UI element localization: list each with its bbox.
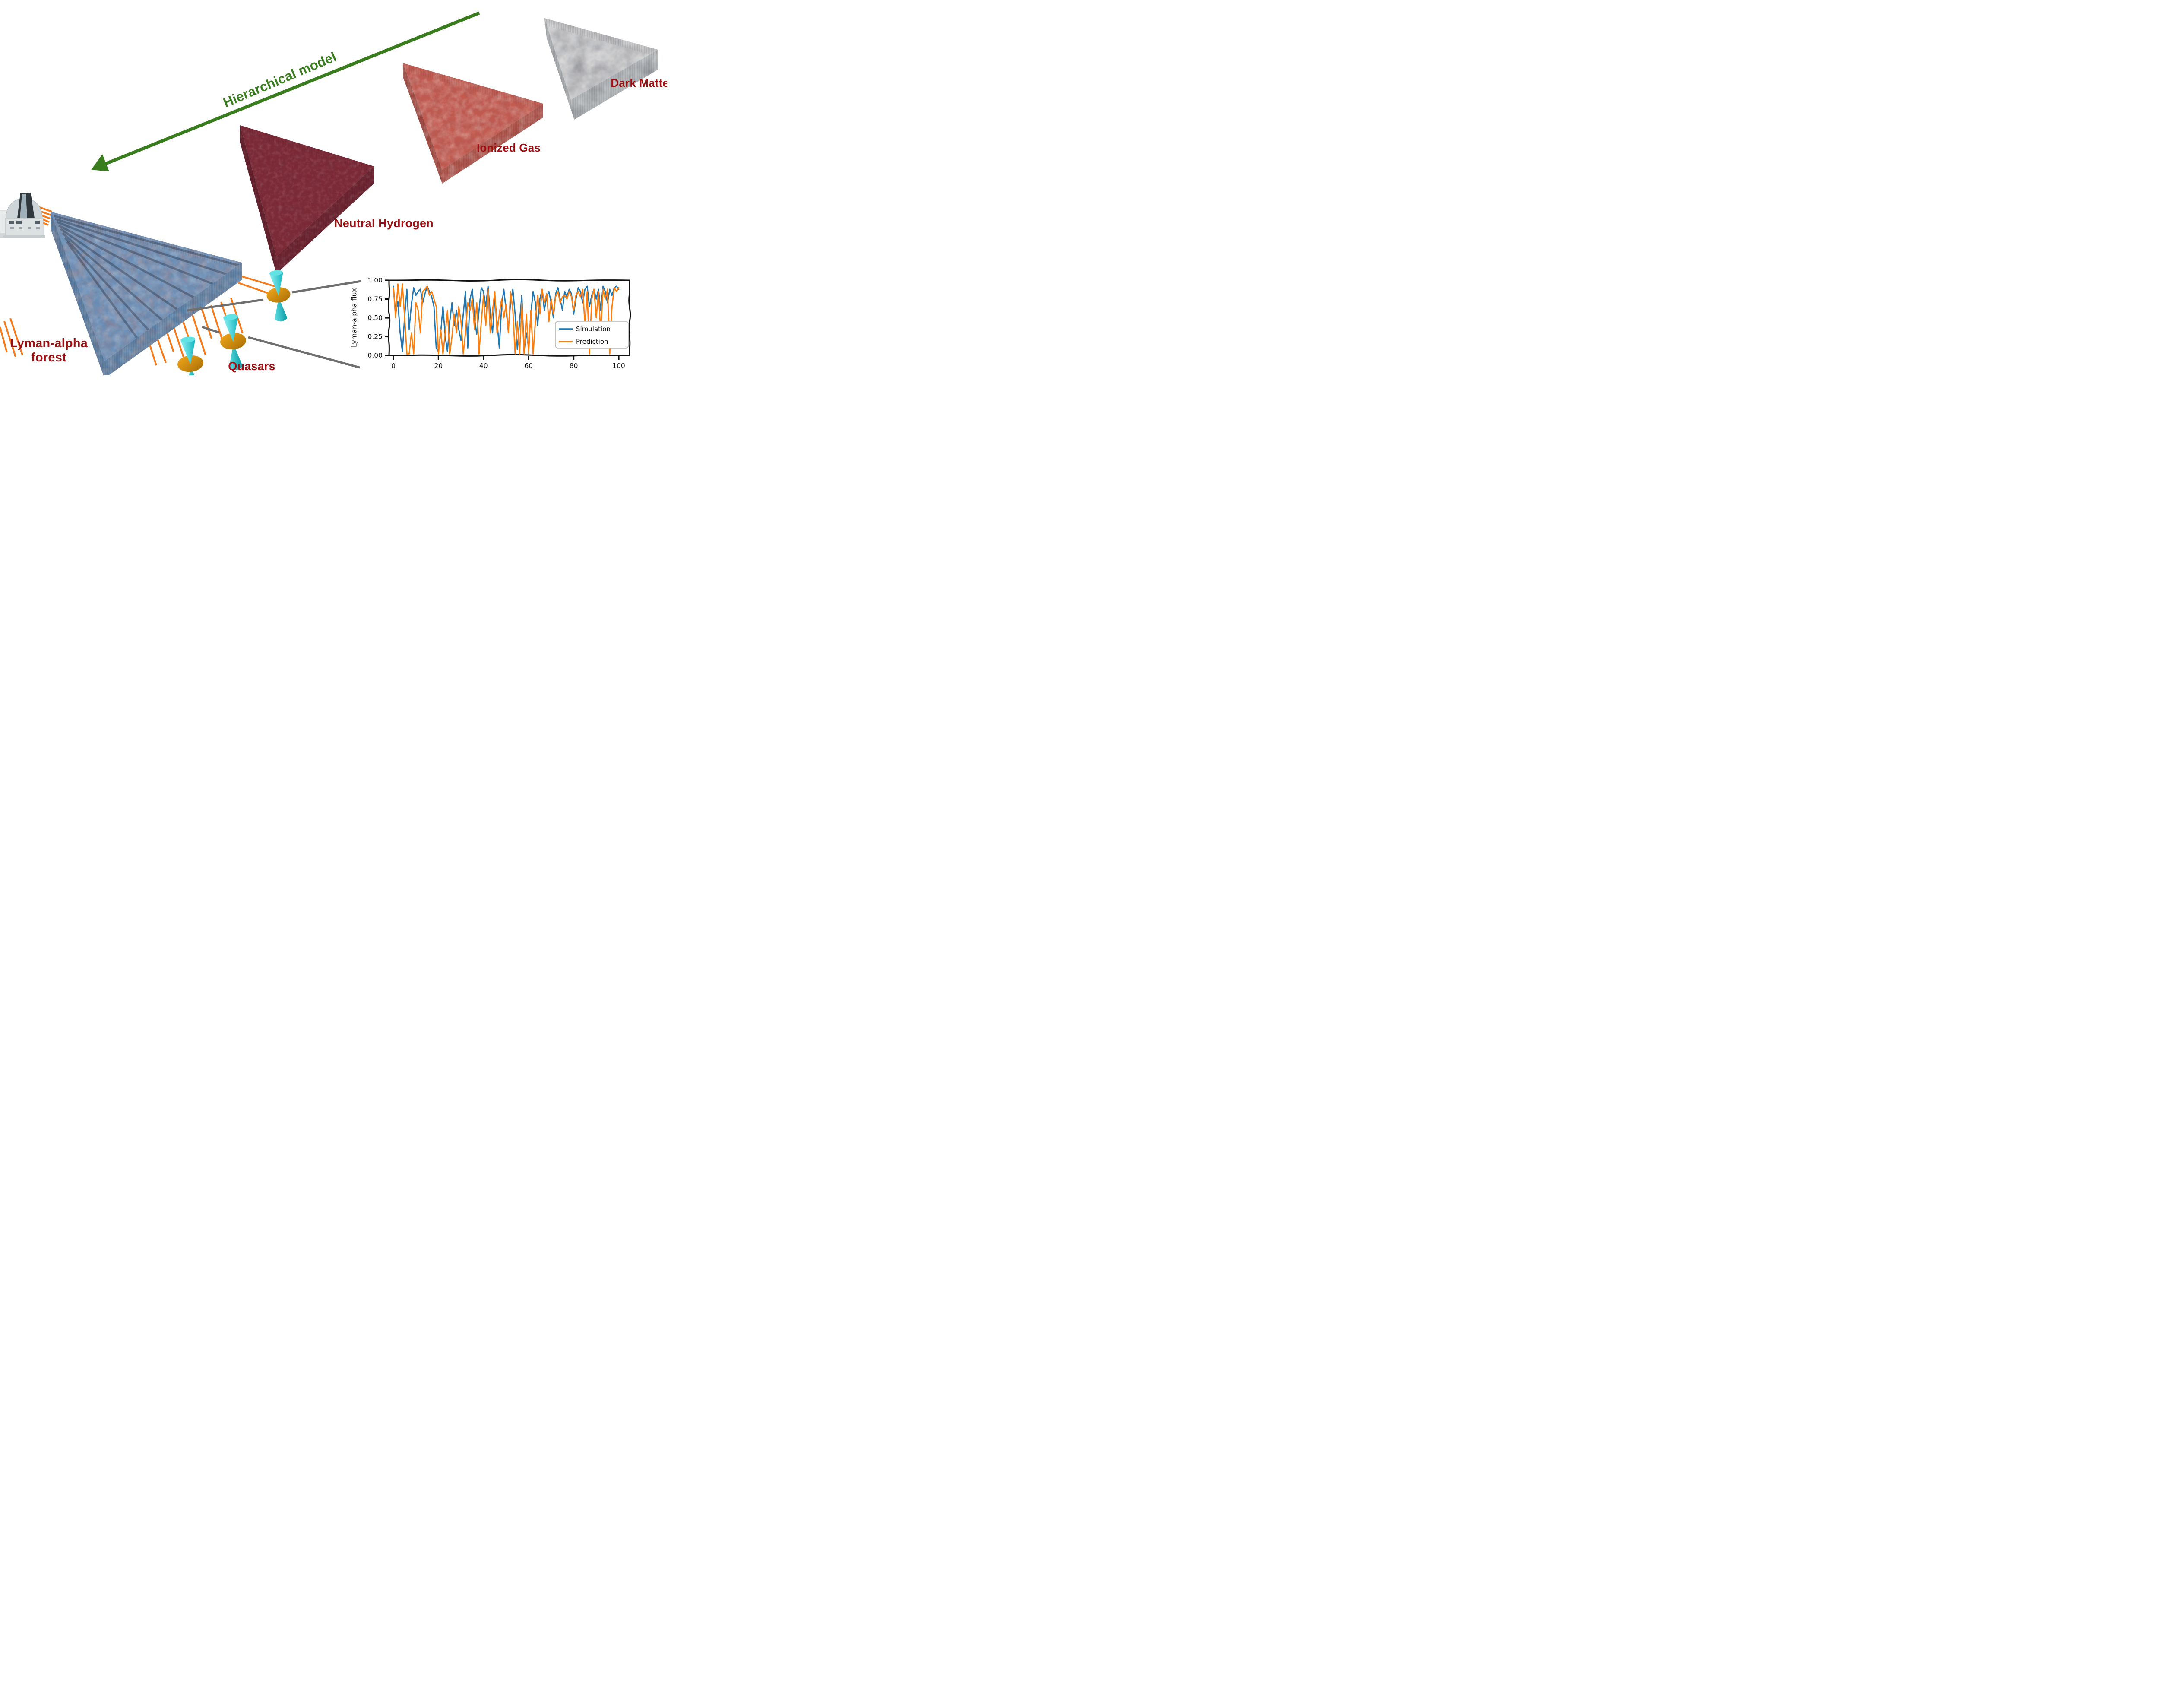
y-tick-label: 0.50	[367, 314, 383, 322]
neutral-hydrogen-label: Neutral Hydrogen	[334, 217, 434, 230]
sightline	[191, 312, 206, 355]
legend-entry-label: Simulation	[576, 325, 611, 333]
quasar-jet-upper	[223, 315, 238, 342]
quasar-icon	[220, 314, 246, 370]
chart-series	[393, 283, 620, 355]
chart-frame-edge	[387, 279, 391, 356]
sightline	[9, 318, 23, 355]
chart-legend: Simulation Prediction	[555, 321, 629, 349]
quasar-jet-lower	[229, 343, 243, 370]
sightline-shadows	[54, 215, 240, 346]
quasar-icons	[177, 270, 291, 375]
chart-frame	[387, 279, 631, 357]
hierarchical-model-arrow	[91, 11, 480, 171]
x-tick-label: 100	[612, 362, 625, 370]
quasar-jet-lower	[275, 297, 288, 322]
quasar-jet-upper	[269, 271, 283, 296]
y-tick-label: 1.00	[367, 276, 383, 284]
sightline-shadow	[54, 215, 240, 267]
sightline-shadow	[55, 218, 234, 278]
quasar-jet-opening	[223, 314, 238, 320]
chart-frame-edge	[388, 279, 630, 282]
sightline-shadow	[64, 237, 156, 339]
quasars-label: Quasars	[228, 360, 275, 373]
lyman-alpha-forest-label: Lyman-alpha forest	[10, 336, 88, 365]
chart-frame-edge	[628, 279, 631, 356]
quasar-jet-upper	[180, 338, 196, 364]
lyman-alpha-flux-chart: 0 20 40 60 80 100 0.00 0.25 0.50 0.75 1.00 Simulat…	[367, 276, 631, 370]
sightline	[3, 321, 16, 357]
sightline-shadow	[66, 241, 144, 346]
zoom-connector	[248, 336, 360, 369]
x-tick-label: 80	[570, 362, 578, 370]
quasar-jet-opening	[180, 336, 196, 343]
chart-frame-edge	[388, 354, 630, 357]
x-tick-label: 20	[434, 362, 443, 370]
sightline-shadow	[60, 228, 187, 317]
quasar-jet-opening	[269, 270, 283, 276]
zoom-connector-lines	[187, 280, 361, 369]
sightline	[201, 308, 212, 339]
quasar-icon	[177, 336, 203, 375]
sightline	[241, 276, 281, 289]
ionized-gas-label: Ionized Gas	[476, 141, 541, 154]
sightline	[0, 326, 8, 353]
x-tick-label: 0	[391, 362, 396, 370]
series-line-prediction	[393, 283, 620, 355]
legend-box	[555, 321, 629, 349]
y-tick-label: 0.25	[367, 333, 383, 341]
zoom-connector	[202, 326, 220, 334]
y-tick-label: 0.00	[367, 352, 383, 359]
telescope-icon	[0, 193, 45, 238]
legend-entry-label: Prediction	[576, 338, 608, 345]
scene-illustration	[0, 11, 658, 375]
y-tick-label: 0.75	[367, 295, 383, 303]
sightline-shadow	[57, 221, 225, 290]
quasar-jet-lower	[186, 366, 200, 375]
quasar-icon	[266, 270, 291, 322]
sightline-shadow	[62, 232, 171, 328]
zoom-connector	[187, 298, 264, 312]
dark-matter-label: Dark Matter	[611, 76, 667, 89]
sightline-shadow	[58, 224, 204, 304]
zoom-connector	[291, 280, 361, 294]
x-tick-label: 60	[524, 362, 533, 370]
x-tick-label: 40	[479, 362, 488, 370]
figure-canvas: Hierarchical model Dark Matter Ionized G…	[0, 0, 667, 375]
chart-axis-ticks: 0 20 40 60 80 100 0.00 0.25 0.50 0.75 1.00	[367, 276, 625, 370]
